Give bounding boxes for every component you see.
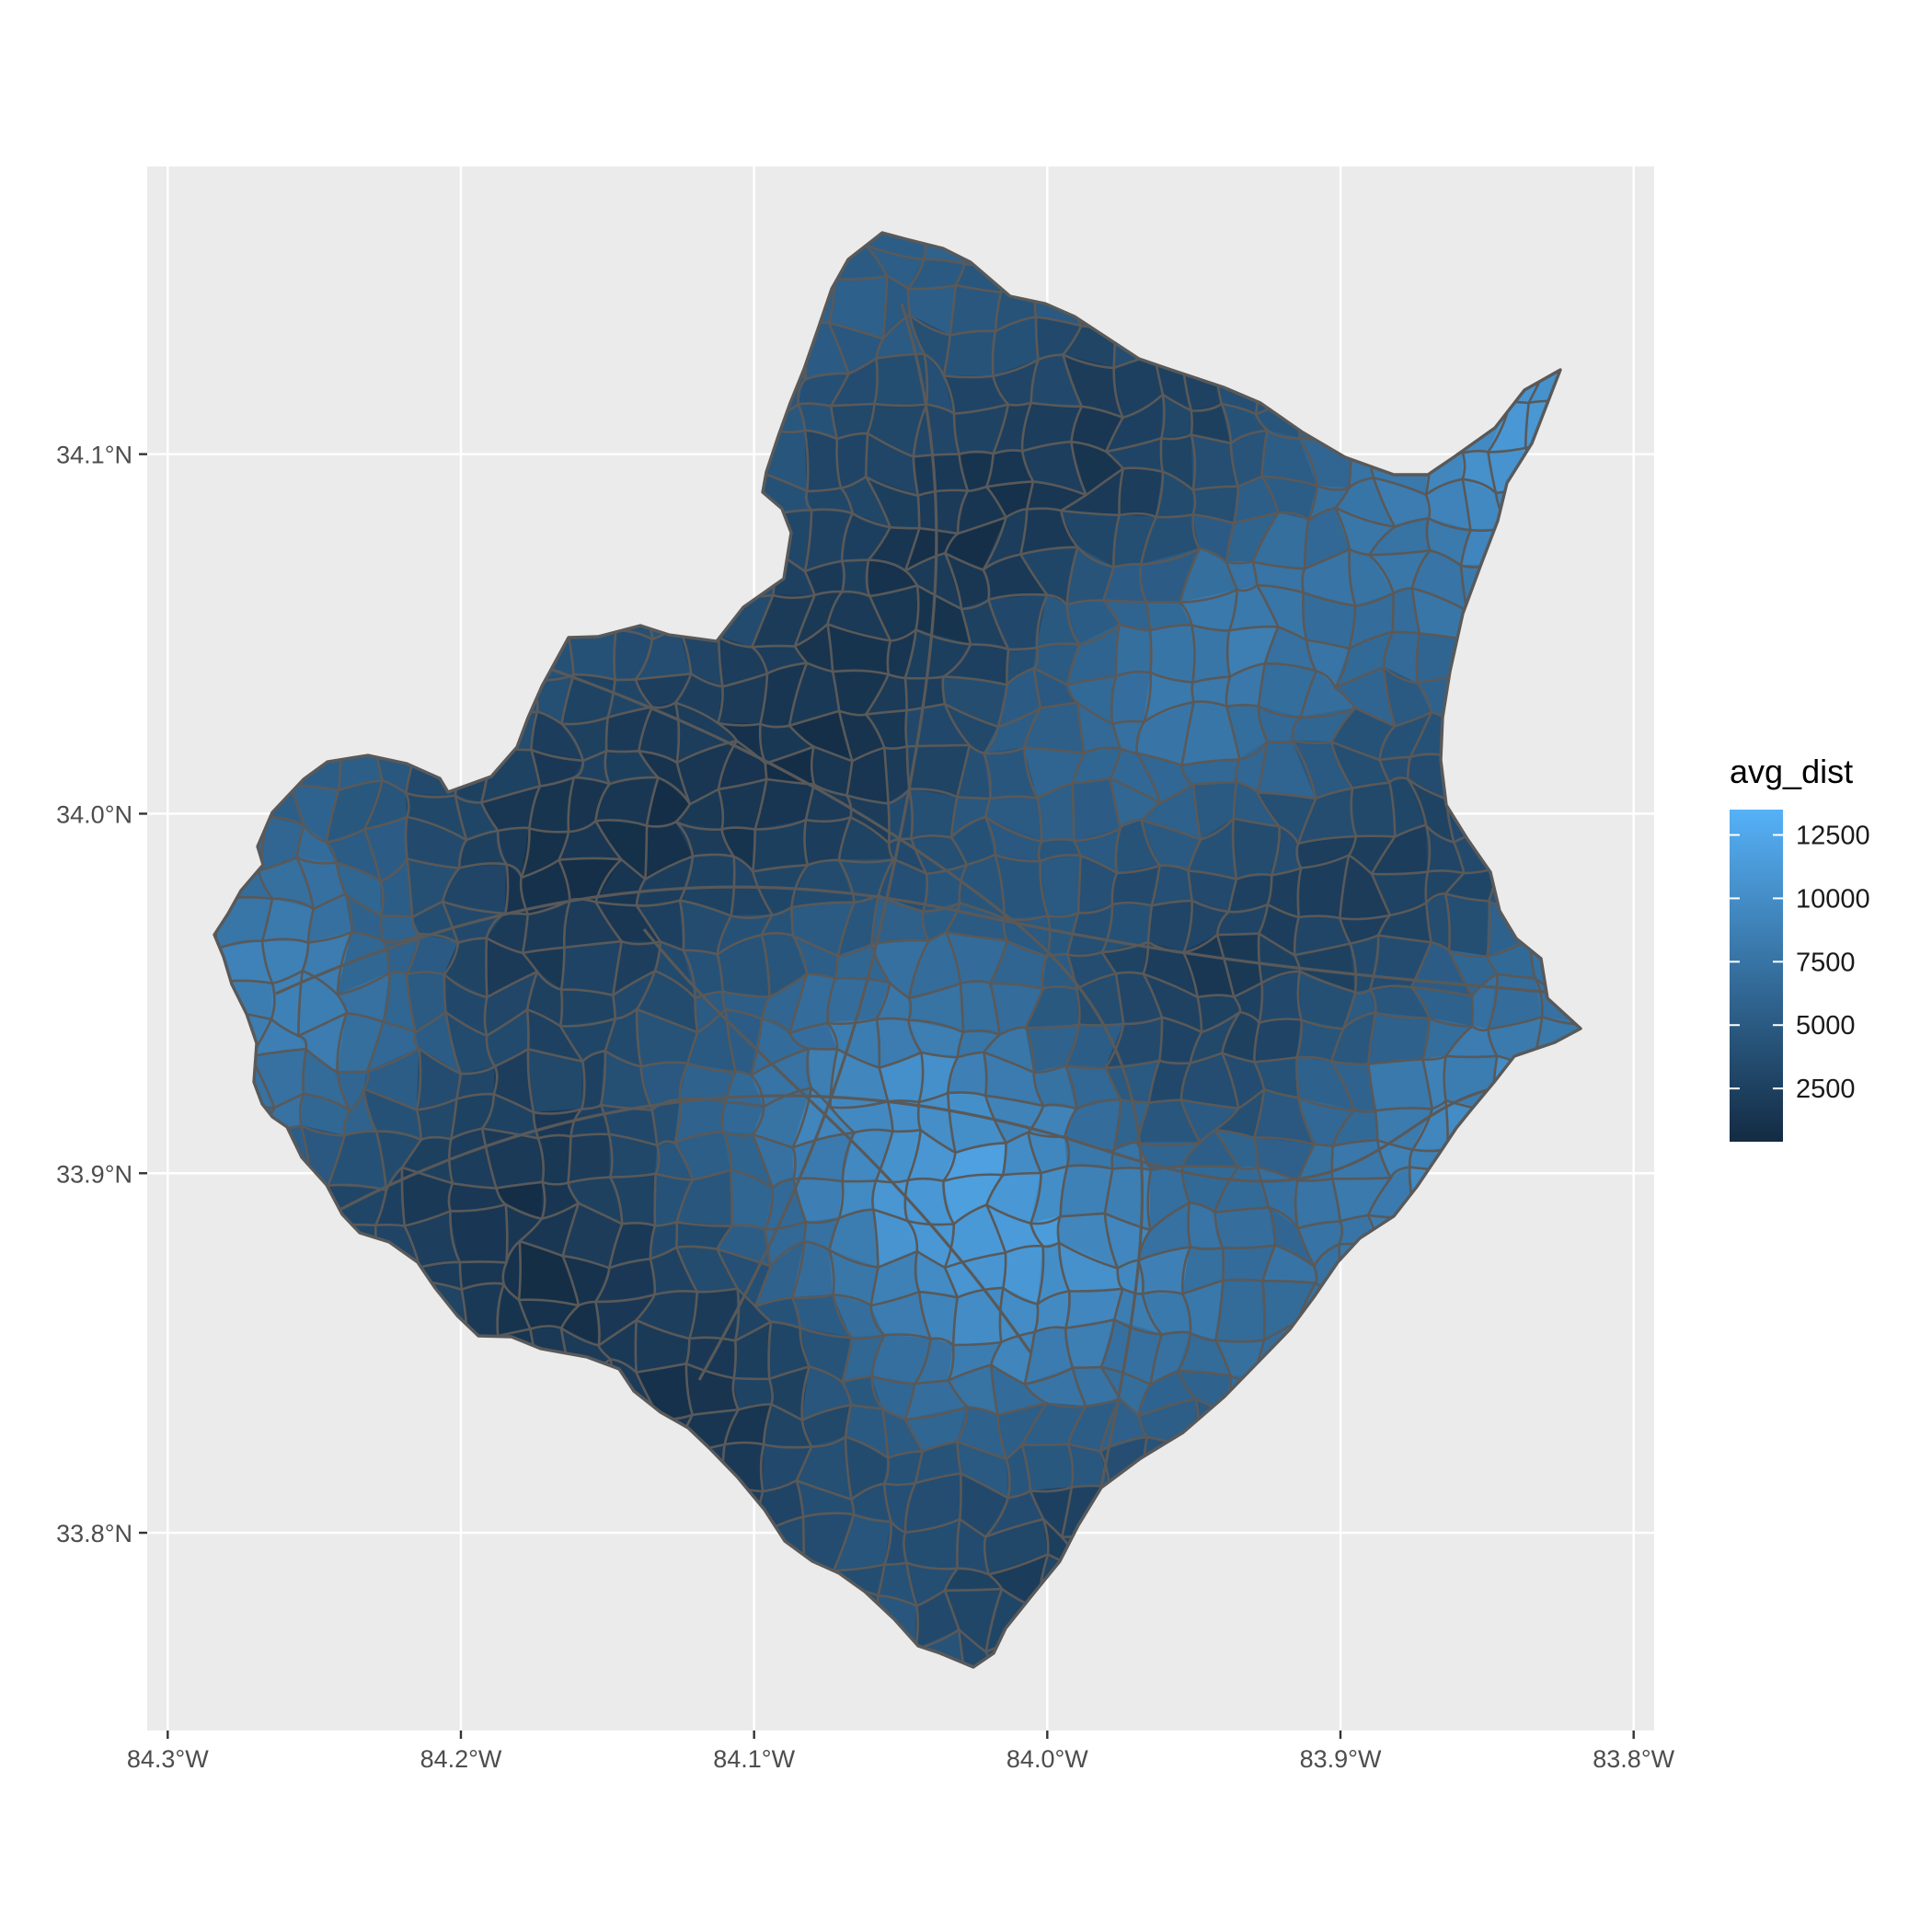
boundary-v-18 [864, 233, 895, 1667]
x-tick-label: 83.9°W [1300, 1745, 1382, 1773]
boundary-v-23 [1056, 233, 1088, 1667]
x-tick-label: 84.3°W [127, 1745, 209, 1773]
major-boundary-1 [477, 642, 1144, 1565]
legend-title: avg_dist [1730, 753, 1853, 790]
boundary-v-19 [903, 233, 932, 1667]
x-tick-label: 84.2°W [420, 1745, 502, 1773]
region-134 [943, 330, 996, 377]
region-922 [567, 1133, 611, 1184]
region-826 [1253, 1018, 1303, 1063]
major-boundary-4 [642, 928, 1032, 1353]
boundary-v-17 [826, 233, 857, 1667]
region-717 [1444, 892, 1489, 957]
y-tick-label: 33.9°N [56, 1160, 132, 1188]
boundary-h-20 [214, 969, 1581, 1000]
boundary-v-21 [982, 233, 1011, 1667]
region-668 [1040, 855, 1082, 916]
region-589 [908, 788, 958, 840]
major-boundary-0 [275, 885, 1565, 995]
region-867 [1367, 1058, 1433, 1111]
county-outline [213, 231, 1582, 1669]
region-442 [1115, 623, 1152, 677]
legend-ticks: 12500 10000 7500 5000 2500 [1730, 822, 1870, 1104]
region-96 [949, 284, 1002, 336]
y-tick-label: 34.1°N [56, 442, 132, 469]
region-600 [1351, 782, 1396, 837]
region-170 [873, 353, 927, 406]
legend: avg_dist 12500 10000 7500 5000 2500 [1730, 753, 1870, 1142]
legend-label: 2500 [1796, 1075, 1856, 1104]
legend-label: 10000 [1796, 884, 1870, 914]
boundary-h-40 [178, 1743, 1652, 1770]
legend-label: 7500 [1796, 948, 1856, 977]
region-1509 [1218, 1727, 1278, 1759]
x-tick-label: 84.1°W [713, 1745, 795, 1773]
region-1015 [1213, 1206, 1276, 1248]
legend-colorbar [1730, 810, 1783, 1142]
axes: 84.3°W 84.2°W 84.1°W 84.0°W 83.9°W 83.8°W 34.1… [56, 442, 1674, 1773]
major-boundary-2 [697, 303, 938, 1381]
legend-label: 12500 [1796, 822, 1870, 851]
y-tick-label: 33.8°N [56, 1520, 132, 1547]
legend-label: 5000 [1796, 1011, 1856, 1041]
boundary-v-16 [788, 233, 816, 1667]
region-444 [1190, 624, 1231, 684]
boundary-v-20 [941, 233, 972, 1667]
y-tick-label: 34.0°N [56, 800, 132, 828]
major-boundary-3 [330, 1084, 1510, 1216]
region-829 [1367, 1012, 1431, 1065]
x-tick-label: 84.0°W [1006, 1745, 1088, 1773]
boundary-v-22 [1019, 233, 1052, 1667]
region-290 [1119, 467, 1164, 518]
region-1510 [1270, 1727, 1296, 1759]
region-732 [560, 940, 623, 996]
region-995 [449, 1203, 508, 1264]
x-tick-label: 83.8°W [1593, 1745, 1674, 1773]
